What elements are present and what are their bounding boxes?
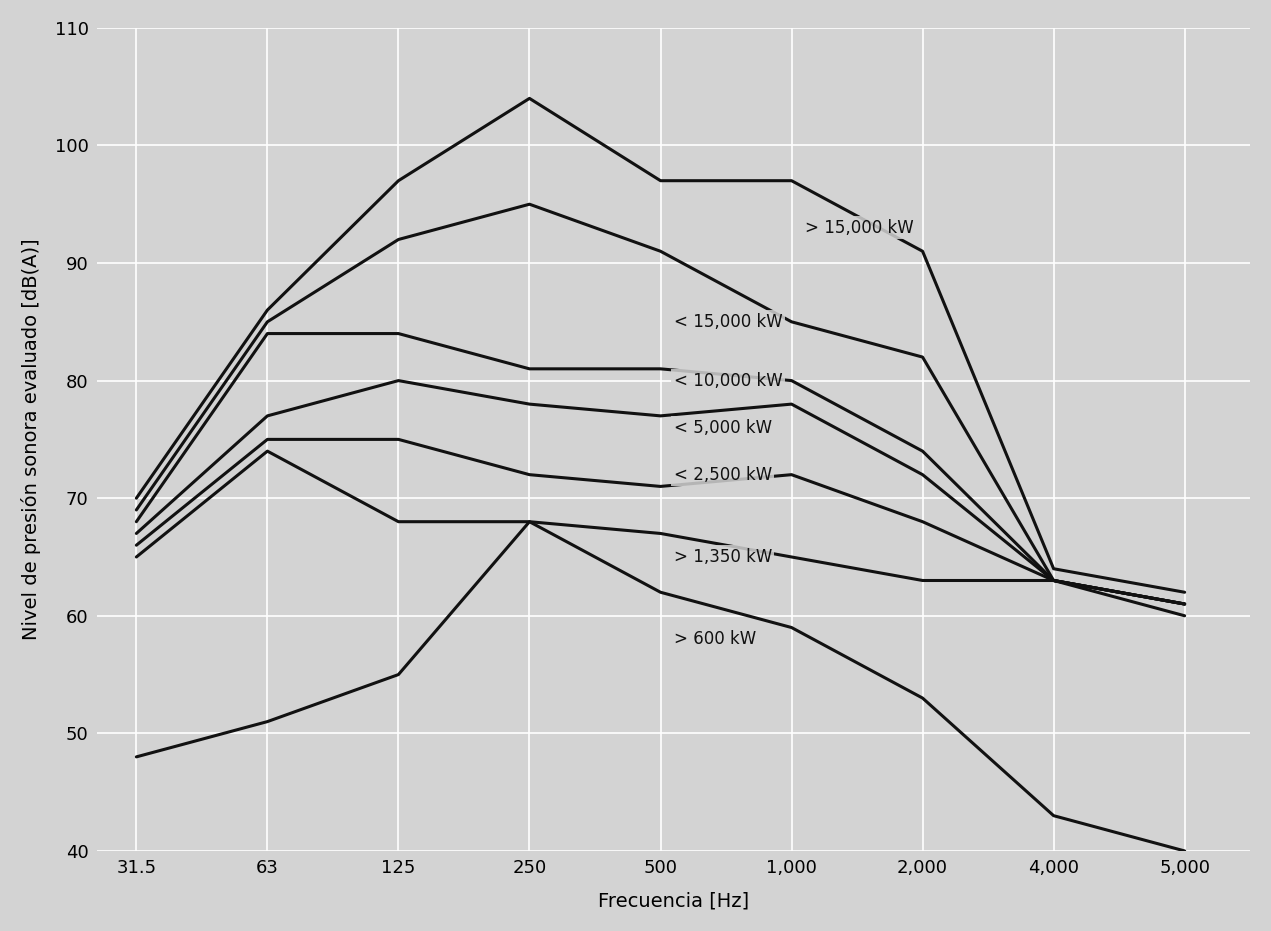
Y-axis label: Nivel de presión sonora evaluado [dB(A)]: Nivel de presión sonora evaluado [dB(A)]: [20, 238, 41, 641]
Text: < 5,000 kW: < 5,000 kW: [674, 419, 771, 437]
Text: < 10,000 kW: < 10,000 kW: [674, 371, 783, 389]
Text: > 1,350 kW: > 1,350 kW: [674, 548, 771, 566]
Text: < 15,000 kW: < 15,000 kW: [674, 313, 783, 331]
Text: < 2,500 kW: < 2,500 kW: [674, 466, 771, 484]
Text: > 15,000 kW: > 15,000 kW: [805, 219, 914, 236]
Text: > 600 kW: > 600 kW: [674, 630, 756, 648]
X-axis label: Frecuencia [Hz]: Frecuencia [Hz]: [599, 891, 749, 911]
